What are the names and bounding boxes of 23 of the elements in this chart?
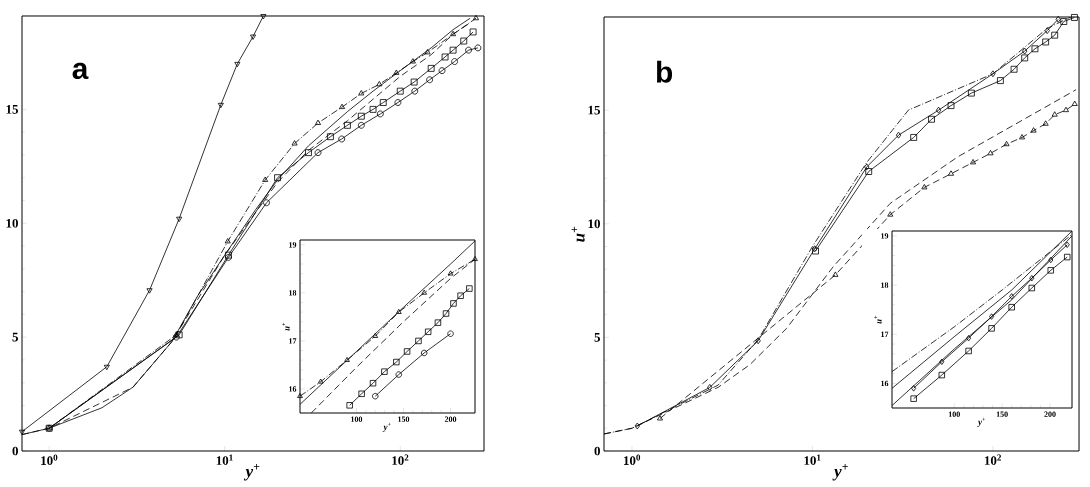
x-tick-label: 10$^{2}$ <box>392 454 409 465</box>
x-tick-label: 10$^{0}$ <box>41 454 58 466</box>
y-tick-label: 15 <box>588 105 601 115</box>
y-axis-title: u$^{+}$ <box>571 226 585 242</box>
text: a <box>72 62 89 80</box>
x-axis-title: y$^{+}$ <box>382 422 391 432</box>
text: b <box>657 60 673 83</box>
x-tick-label: 10$^{0}$ <box>624 454 641 466</box>
x-axis-title: y$^{+}$ <box>832 463 848 481</box>
y-axis-title: u$^{+}$ <box>282 322 290 331</box>
y-tick-label: 10 <box>6 218 18 228</box>
x-tick-label: 10$^{1}$ <box>216 454 233 465</box>
y-tick-label: 15 <box>6 105 18 114</box>
x-tick-label: 10$^{1}$ <box>804 454 821 465</box>
y-tick-label: 5 <box>12 332 18 342</box>
x-axis-title: y$^{+}$ <box>977 417 986 427</box>
x-tick-label: 10$^{2}$ <box>984 454 1002 465</box>
y-tick-label: 5 <box>594 333 601 342</box>
y-tick-label: 10 <box>588 219 600 229</box>
x-axis-title: y$^{+}$ <box>243 463 260 481</box>
y-tick-label: 0 <box>12 446 18 456</box>
y-axis-title: u$^{+}$ <box>874 315 882 324</box>
y-tick-label: 0 <box>594 446 600 456</box>
